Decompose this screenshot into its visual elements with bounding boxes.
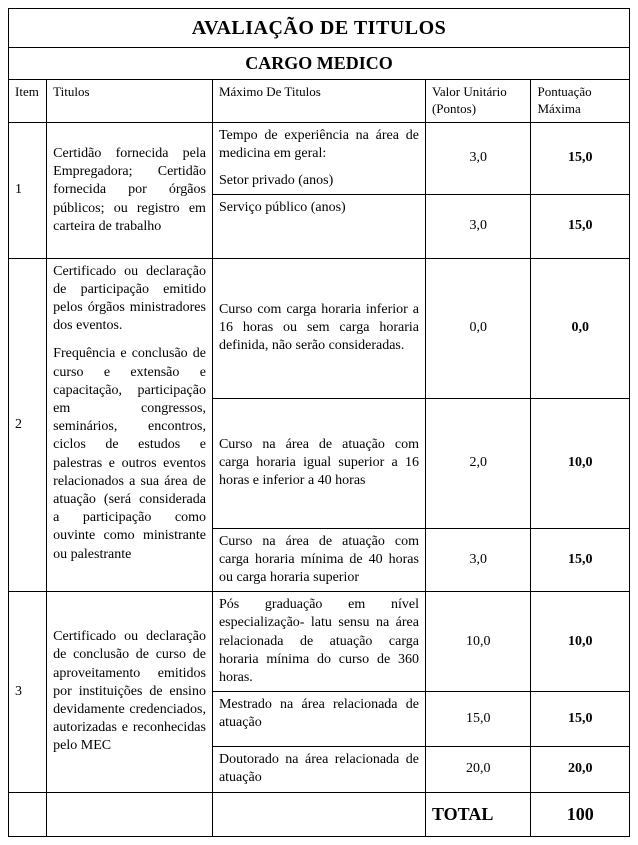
header-valor: Valor Unitário (Pontos) — [425, 80, 531, 123]
header-item: Item — [9, 80, 47, 123]
empty-cell — [9, 792, 47, 836]
total-label: TOTAL — [425, 792, 531, 836]
valor-cell: 10,0 — [425, 592, 531, 692]
column-headers: Item Titulos Máximo De Titulos Valor Uni… — [9, 80, 630, 123]
desc-cell: Curso com carga horaria inferior a 16 ho… — [212, 258, 425, 398]
desc-line: Tempo de experiência na área de medicina… — [219, 127, 419, 163]
valor-cell: 20,0 — [425, 747, 531, 792]
header-titulos: Titulos — [47, 80, 213, 123]
table-row: 2 Certificado ou declaração de participa… — [9, 258, 630, 398]
subtitle: CARGO MEDICO — [9, 48, 630, 80]
table-row: 1 Certidão fornecida pela Empregadora; C… — [9, 123, 630, 195]
item-number: 3 — [9, 592, 47, 792]
pontuacao-cell: 15,0 — [531, 528, 630, 592]
valor-cell: 0,0 — [425, 258, 531, 398]
titulo-cell: Certificado ou declaração de participaçã… — [47, 258, 213, 592]
pontuacao-cell: 10,0 — [531, 592, 630, 692]
item-number: 1 — [9, 123, 47, 259]
desc-cell: Mestrado na área relacionada de atuação — [212, 692, 425, 747]
valor-cell: 3,0 — [425, 194, 531, 258]
total-value: 100 — [531, 792, 630, 836]
header-maximo: Máximo De Titulos — [212, 80, 425, 123]
pontuacao-cell: 0,0 — [531, 258, 630, 398]
desc-cell: Curso na área de atuação com carga horar… — [212, 528, 425, 592]
valor-cell: 3,0 — [425, 123, 531, 195]
pontuacao-cell: 15,0 — [531, 692, 630, 747]
empty-cell — [212, 792, 425, 836]
main-title: AVALIAÇÃO DE TITULOS — [9, 9, 630, 48]
pontuacao-cell: 20,0 — [531, 747, 630, 792]
desc-line: Setor privado (anos) — [219, 172, 419, 190]
pontuacao-cell: 15,0 — [531, 194, 630, 258]
valor-cell: 3,0 — [425, 528, 531, 592]
item-number: 2 — [9, 258, 47, 592]
pontuacao-cell: 15,0 — [531, 123, 630, 195]
titulo-paragraph: Certificado ou declaração de participaçã… — [53, 263, 206, 336]
desc-cell: Doutorado na área relacionada de atuação — [212, 747, 425, 792]
subtitle-row: CARGO MEDICO — [9, 48, 630, 80]
pontuacao-cell: 10,0 — [531, 398, 630, 528]
total-row: TOTAL 100 — [9, 792, 630, 836]
titulo-paragraph: Frequência e conclusão de curso e extens… — [53, 345, 206, 563]
empty-cell — [47, 792, 213, 836]
desc-cell: Serviço público (anos) — [212, 194, 425, 258]
valor-cell: 2,0 — [425, 398, 531, 528]
valor-cell: 15,0 — [425, 692, 531, 747]
main-title-row: AVALIAÇÃO DE TITULOS — [9, 9, 630, 48]
titles-table: AVALIAÇÃO DE TITULOS CARGO MEDICO Item T… — [8, 8, 630, 837]
titulo-cell: Certificado ou declaração de conclusão d… — [47, 592, 213, 792]
table-row: 3 Certificado ou declaração de conclusão… — [9, 592, 630, 692]
desc-cell: Tempo de experiência na área de medicina… — [212, 123, 425, 195]
header-pontuacao: Pontuação Máxima — [531, 80, 630, 123]
desc-cell: Pós graduação em nível especialização- l… — [212, 592, 425, 692]
titulo-cell: Certidão fornecida pela Empregadora; Cer… — [47, 123, 213, 259]
desc-cell: Curso na área de atuação com carga horar… — [212, 398, 425, 528]
